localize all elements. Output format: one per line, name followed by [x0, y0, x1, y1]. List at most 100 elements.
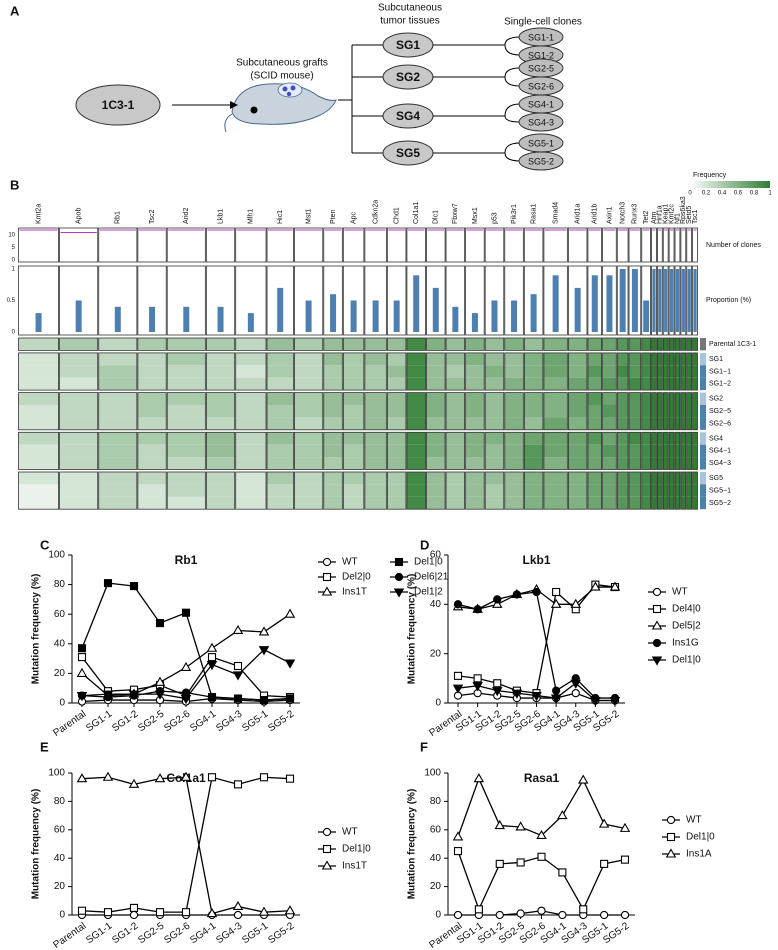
proportion-frame [98, 265, 138, 336]
data-point [453, 600, 463, 609]
heat-group-frame [662, 431, 669, 470]
heat-cell [465, 417, 485, 430]
tumor-label: SG5 [396, 146, 420, 160]
heat-group-frame [98, 431, 138, 470]
heat-cell [137, 377, 167, 391]
heat-cell [98, 417, 137, 430]
heat-cell [686, 392, 692, 405]
heat-cell [267, 338, 294, 351]
heat-cell [686, 432, 692, 445]
y-tick-label: 40 [430, 599, 442, 610]
heat-cell [669, 377, 675, 391]
heat-group-frame [686, 337, 693, 351]
heat-cell [617, 472, 629, 485]
heat-group-frame [465, 392, 485, 431]
heat-group-frame [323, 352, 343, 391]
heat-cell [524, 338, 543, 351]
proportion-bar [658, 269, 662, 332]
clones-frame [137, 227, 167, 263]
heat-cell [686, 352, 692, 366]
heat-cell [675, 432, 680, 445]
gene-label: Tsc1 [692, 210, 699, 225]
legend-label: WT [686, 815, 702, 826]
heat-group-frame [692, 352, 698, 391]
y-tick-label: 20 [54, 881, 66, 892]
heat-cell [294, 392, 323, 405]
heat-cell [629, 444, 641, 458]
gene-label: Setd5 [686, 206, 693, 224]
proportion-bar [606, 275, 613, 332]
gene-label: Hnf1a [657, 205, 664, 224]
heat-group-frame [523, 337, 544, 351]
heat-group-frame [294, 352, 324, 391]
proportion-bar [75, 300, 82, 332]
heat-cell [323, 484, 343, 497]
heat-group-frame [18, 337, 59, 351]
heat-group-frame [692, 431, 698, 470]
heat-group-frame [364, 337, 387, 351]
proportion-frame [686, 265, 693, 336]
clones-frame [98, 227, 138, 263]
heat-cell [543, 392, 568, 405]
clones-frame [692, 227, 698, 263]
heat-cell [602, 377, 617, 391]
clones-frame [587, 227, 603, 263]
tumor-label: SG2 [396, 70, 420, 84]
heat-group-frame [567, 352, 588, 391]
proportion-frame [523, 265, 544, 336]
heat-group-frame [651, 392, 657, 431]
heat-cell [568, 352, 587, 366]
gene-label: Rb1 [115, 211, 122, 224]
heat-group-frame [543, 392, 568, 431]
heat-cell [663, 444, 669, 458]
data-point [474, 905, 483, 914]
heat-group-frame [137, 471, 167, 510]
proportion-label: Proportion (%) [706, 297, 751, 304]
heat-cell [137, 352, 167, 366]
panel-label: D [420, 537, 429, 552]
heat-cell [692, 392, 698, 405]
heat-cell [406, 457, 426, 470]
tree-edge [504, 36, 521, 46]
heat-cell [686, 365, 692, 378]
proportion-bar [471, 313, 478, 332]
gene-label: Msx1 [472, 207, 479, 224]
legend-label: Ins1T [342, 861, 367, 872]
heat-cell [524, 417, 543, 430]
heat-cell [504, 352, 524, 366]
legend-marker [666, 832, 676, 842]
row-label: SG2 [709, 396, 723, 403]
heat-group-frame [657, 337, 663, 351]
data-point [558, 868, 567, 877]
heat-cell [18, 338, 59, 351]
heat-cell [504, 457, 524, 470]
heat-cell [602, 432, 617, 445]
heat-cell [387, 392, 406, 405]
proportion-frame [657, 265, 663, 336]
heat-group-frame [686, 471, 693, 510]
heat-group-frame [205, 431, 236, 470]
heat-cell [267, 444, 294, 458]
data-point [258, 646, 270, 656]
heat-cell [167, 457, 206, 470]
proportion-frame [364, 265, 387, 336]
heat-cell [568, 472, 587, 485]
heat-group-frame [98, 392, 138, 431]
legend-marker [652, 587, 662, 597]
heat-group-frame [587, 392, 603, 431]
legend-label: Ins1T [342, 587, 367, 598]
proportion-bar [432, 287, 439, 332]
proportion-frame [166, 265, 206, 336]
heat-cell [524, 457, 543, 470]
heat-cell [663, 377, 669, 391]
heat-cell [680, 417, 686, 430]
heat-cell [543, 432, 568, 445]
heat-cell [641, 365, 651, 378]
tree-edge [504, 44, 521, 56]
heat-cell [657, 457, 663, 470]
heat-cell [137, 484, 167, 497]
series-line [81, 582, 291, 701]
heat-cell [18, 417, 59, 430]
heat-cell [267, 417, 294, 430]
heat-cell [669, 365, 675, 378]
